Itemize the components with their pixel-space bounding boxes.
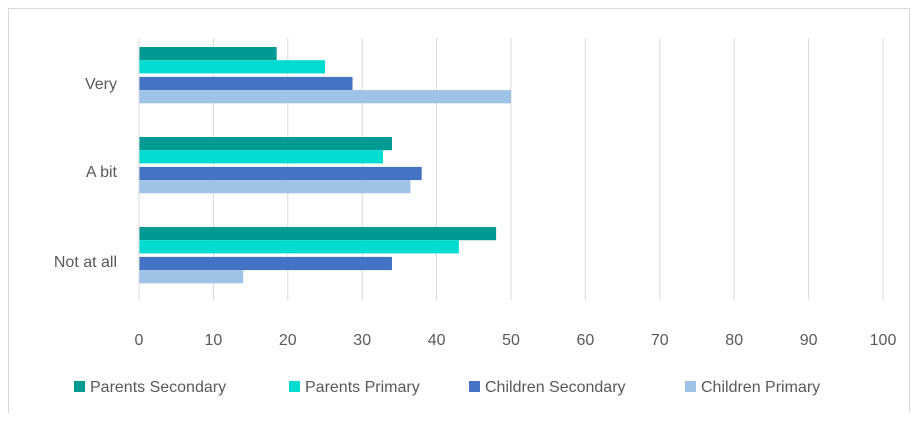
x-tick-label: 60	[577, 332, 595, 349]
bar	[139, 180, 411, 194]
chart-frame	[8, 8, 910, 413]
legend-swatch	[469, 381, 480, 392]
legend-item: Children Secondary	[469, 379, 626, 396]
legend-swatch	[289, 381, 300, 392]
bar	[139, 76, 353, 91]
x-tick-label: 10	[205, 332, 223, 349]
legend-swatch	[685, 381, 696, 392]
bar	[139, 270, 244, 284]
bar	[139, 60, 325, 74]
legend-item: Children Primary	[685, 379, 820, 396]
bar	[139, 90, 511, 104]
bar	[139, 150, 384, 164]
bar	[139, 166, 422, 181]
bars	[139, 47, 511, 284]
bar	[139, 240, 459, 254]
x-axis-ticks: 0 10 20 30 40 50 60 70 80 90 100	[135, 332, 897, 349]
x-tick-label: 90	[800, 332, 818, 349]
x-tick-label: 0	[135, 332, 144, 349]
category-group	[139, 137, 422, 194]
y-axis: Very A bit Not at all	[54, 38, 140, 300]
category-group	[139, 47, 511, 104]
x-tick-label: 80	[725, 332, 743, 349]
legend-swatch	[74, 381, 85, 392]
bar	[139, 137, 392, 151]
bar	[139, 256, 392, 271]
legend: Parents Secondary Parents Primary Children…	[74, 379, 820, 396]
category-label: Very	[85, 76, 117, 93]
bar	[139, 47, 277, 61]
category-label: A bit	[86, 164, 118, 181]
legend-label: Children Primary	[701, 379, 820, 396]
x-tick-label: 40	[428, 332, 446, 349]
legend-item: Parents Secondary	[74, 379, 226, 396]
category-group	[139, 227, 497, 284]
legend-label: Children Secondary	[485, 379, 626, 396]
legend-label: Parents Primary	[305, 379, 420, 396]
category-label: Not at all	[54, 254, 117, 271]
x-tick-label: 50	[502, 332, 520, 349]
x-tick-label: 70	[651, 332, 669, 349]
x-tick-label: 100	[870, 332, 897, 349]
x-tick-label: 30	[353, 332, 371, 349]
legend-label: Parents Secondary	[90, 379, 226, 396]
legend-item: Parents Primary	[289, 379, 420, 396]
x-tick-label: 20	[279, 332, 297, 349]
bar	[139, 227, 497, 241]
